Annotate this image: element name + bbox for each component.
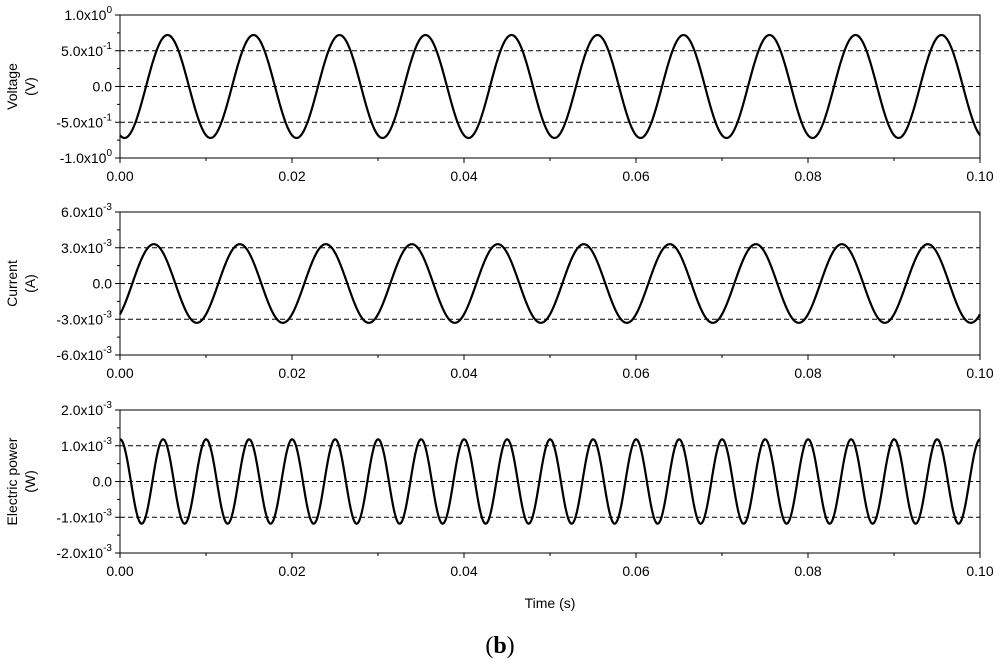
x-tick-label: 0.08 bbox=[794, 365, 821, 381]
y-tick-label: -1.0x100 bbox=[60, 148, 113, 166]
y-tick-label: 0.0 bbox=[93, 474, 113, 490]
y-axis-title: Electric power bbox=[4, 437, 20, 525]
y-axis-unit: (A) bbox=[22, 274, 38, 293]
figure-panel-tag: (b) bbox=[485, 633, 514, 659]
y-axis-unit: (W) bbox=[22, 470, 38, 493]
x-axis-title: Time (s) bbox=[525, 595, 576, 611]
y-tick-label: 1.0x10-3 bbox=[61, 436, 112, 454]
y-tick-label: -3.0x10-3 bbox=[56, 309, 112, 327]
y-tick-label: 0.0 bbox=[93, 276, 113, 292]
y-tick-label: -5.0x10-1 bbox=[56, 112, 112, 130]
x-tick-label: 0.00 bbox=[106, 168, 133, 184]
x-tick-label: 0.04 bbox=[450, 168, 477, 184]
y-tick-label: 6.0x10-3 bbox=[61, 202, 112, 220]
chart-panels: 0.00 0.02 0.04 0.06 0.08 0.10 1.0x100 5.0x10-1 0… bbox=[4, 5, 994, 611]
y-tick-label: 2.0x10-3 bbox=[61, 400, 112, 418]
x-tick-label: 0.10 bbox=[966, 168, 993, 184]
x-tick-label: 0.06 bbox=[622, 365, 649, 381]
x-tick-label: 0.08 bbox=[794, 168, 821, 184]
chart-panel-1: 0.00 0.02 0.04 0.06 0.08 0.10 1.0x100 5.0x10-1 0… bbox=[4, 5, 994, 184]
y-tick-label: -6.0x10-3 bbox=[56, 345, 112, 363]
x-tick-label: 0.00 bbox=[106, 563, 133, 579]
chart-panel-2: 0.00 0.02 0.04 0.06 0.08 0.10 6.0x10-3 3.0x10-3… bbox=[4, 202, 994, 381]
x-tick-label: 0.00 bbox=[106, 365, 133, 381]
x-tick-label: 0.02 bbox=[278, 563, 305, 579]
x-tick-label: 0.02 bbox=[278, 168, 305, 184]
x-tick-label: 0.02 bbox=[278, 365, 305, 381]
chart-panel-3: 0.00 0.02 0.04 0.06 0.08 0.10 2.0x10-3 1.0x10-3… bbox=[4, 400, 994, 611]
y-tick-label: -2.0x10-3 bbox=[56, 543, 112, 561]
y-tick-label: 0.0 bbox=[93, 79, 113, 95]
x-tick-label: 0.04 bbox=[450, 365, 477, 381]
x-tick-label: 0.10 bbox=[966, 563, 993, 579]
y-axis-title: Voltage bbox=[4, 63, 20, 110]
x-tick-label: 0.06 bbox=[622, 563, 649, 579]
series-line bbox=[119, 243, 981, 324]
x-tick-label: 0.04 bbox=[450, 563, 477, 579]
y-axis-unit: (V) bbox=[22, 77, 38, 96]
y-axis-title: Current bbox=[4, 260, 20, 307]
series-line bbox=[119, 33, 981, 140]
series-line bbox=[119, 438, 981, 525]
y-tick-label: 3.0x10-3 bbox=[61, 238, 112, 256]
x-tick-label: 0.06 bbox=[622, 168, 649, 184]
y-tick-label: 1.0x100 bbox=[64, 5, 112, 23]
y-tick-label: 5.0x10-1 bbox=[61, 41, 112, 59]
y-tick-label: -1.0x10-3 bbox=[56, 507, 112, 525]
x-tick-label: 0.08 bbox=[794, 563, 821, 579]
x-tick-label: 0.10 bbox=[966, 365, 993, 381]
